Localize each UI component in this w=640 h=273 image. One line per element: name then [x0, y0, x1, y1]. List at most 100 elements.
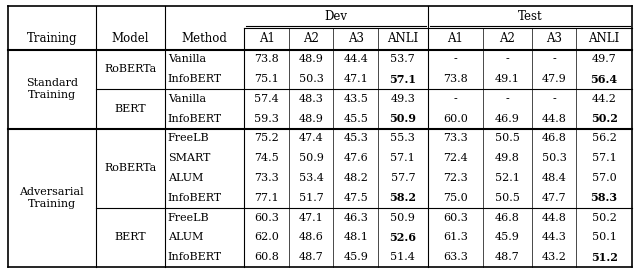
Text: Dev: Dev [324, 10, 348, 23]
Text: BERT: BERT [115, 232, 146, 242]
Text: 47.1: 47.1 [343, 74, 368, 84]
Text: InfoBERT: InfoBERT [168, 252, 222, 262]
Text: ANLI: ANLI [589, 32, 620, 45]
Text: 50.9: 50.9 [299, 153, 324, 163]
Text: 45.9: 45.9 [495, 232, 520, 242]
Text: 62.0: 62.0 [254, 232, 279, 242]
Text: 60.3: 60.3 [254, 213, 279, 222]
Text: 51.4: 51.4 [390, 252, 415, 262]
Text: RoBERTa: RoBERTa [104, 64, 156, 74]
Text: 75.0: 75.0 [443, 193, 468, 203]
Text: 44.4: 44.4 [343, 54, 368, 64]
Text: 47.4: 47.4 [299, 133, 323, 144]
Text: A1: A1 [447, 32, 463, 45]
Text: 47.9: 47.9 [541, 74, 566, 84]
Text: 46.9: 46.9 [495, 114, 520, 124]
Text: 60.8: 60.8 [254, 252, 279, 262]
Text: Vanilla: Vanilla [168, 94, 206, 104]
Text: 75.2: 75.2 [254, 133, 279, 144]
Text: 59.3: 59.3 [254, 114, 279, 124]
Text: A2: A2 [499, 32, 515, 45]
Text: 48.9: 48.9 [299, 114, 324, 124]
Text: 77.1: 77.1 [254, 193, 279, 203]
Text: Vanilla: Vanilla [168, 54, 206, 64]
Text: 43.5: 43.5 [343, 94, 368, 104]
Text: 52.1: 52.1 [495, 173, 520, 183]
Text: A3: A3 [348, 32, 364, 45]
Text: 50.2: 50.2 [592, 213, 616, 222]
Text: 57.0: 57.0 [592, 173, 616, 183]
Text: InfoBERT: InfoBERT [168, 74, 222, 84]
Text: -: - [453, 94, 457, 104]
Text: 57.1: 57.1 [389, 74, 417, 85]
Text: 74.5: 74.5 [254, 153, 279, 163]
Text: 48.7: 48.7 [495, 252, 520, 262]
Text: FreeLB: FreeLB [168, 213, 209, 222]
Text: InfoBERT: InfoBERT [168, 114, 222, 124]
Text: 50.3: 50.3 [299, 74, 324, 84]
Text: ANLI: ANLI [387, 32, 419, 45]
Text: 50.1: 50.1 [592, 232, 616, 242]
Text: 47.6: 47.6 [343, 153, 368, 163]
Text: Test: Test [518, 10, 542, 23]
Text: 49.3: 49.3 [390, 94, 415, 104]
Text: 45.3: 45.3 [343, 133, 368, 144]
Text: 45.5: 45.5 [343, 114, 368, 124]
Text: 48.6: 48.6 [299, 232, 324, 242]
Text: A1: A1 [259, 32, 275, 45]
Text: 57.1: 57.1 [592, 153, 616, 163]
Text: 48.1: 48.1 [343, 232, 368, 242]
Text: 75.1: 75.1 [254, 74, 279, 84]
Text: InfoBERT: InfoBERT [168, 193, 222, 203]
Text: Standard
Training: Standard Training [26, 78, 78, 100]
Text: 50.2: 50.2 [591, 113, 618, 124]
Text: 61.3: 61.3 [443, 232, 468, 242]
Text: 46.8: 46.8 [495, 213, 520, 222]
Text: 49.7: 49.7 [592, 54, 616, 64]
Text: FreeLB: FreeLB [168, 133, 209, 144]
Text: ALUM: ALUM [168, 173, 203, 183]
Text: 48.2: 48.2 [343, 173, 368, 183]
Text: 73.3: 73.3 [443, 133, 468, 144]
Text: 47.7: 47.7 [541, 193, 566, 203]
Text: Training: Training [27, 32, 77, 45]
Text: 73.8: 73.8 [443, 74, 468, 84]
Text: 51.7: 51.7 [299, 193, 323, 203]
Text: BERT: BERT [115, 104, 146, 114]
Text: 50.5: 50.5 [495, 133, 520, 144]
Text: 73.8: 73.8 [254, 54, 279, 64]
Text: 50.9: 50.9 [389, 113, 417, 124]
Text: 43.2: 43.2 [541, 252, 566, 262]
Text: 53.7: 53.7 [390, 54, 415, 64]
Text: 50.5: 50.5 [495, 193, 520, 203]
Text: 48.4: 48.4 [541, 173, 566, 183]
Text: 56.4: 56.4 [591, 74, 618, 85]
Text: 56.2: 56.2 [592, 133, 616, 144]
Text: 73.3: 73.3 [254, 173, 279, 183]
Text: 60.3: 60.3 [443, 213, 468, 222]
Text: Model: Model [111, 32, 149, 45]
Text: 50.9: 50.9 [390, 213, 415, 222]
Text: 45.9: 45.9 [343, 252, 368, 262]
Text: 72.4: 72.4 [443, 153, 468, 163]
Text: 46.3: 46.3 [343, 213, 368, 222]
Text: 47.5: 47.5 [343, 193, 368, 203]
Text: 49.1: 49.1 [495, 74, 520, 84]
Text: -: - [552, 94, 556, 104]
Text: 52.6: 52.6 [389, 232, 417, 243]
Text: 49.8: 49.8 [495, 153, 520, 163]
Text: 44.8: 44.8 [541, 114, 566, 124]
Text: -: - [552, 54, 556, 64]
Text: 44.3: 44.3 [541, 232, 566, 242]
Text: 58.2: 58.2 [389, 192, 417, 203]
Text: 47.1: 47.1 [299, 213, 323, 222]
Text: SMART: SMART [168, 153, 210, 163]
Text: 48.7: 48.7 [299, 252, 323, 262]
Text: 63.3: 63.3 [443, 252, 468, 262]
Text: RoBERTa: RoBERTa [104, 163, 156, 173]
Text: 72.3: 72.3 [443, 173, 468, 183]
Text: 50.3: 50.3 [541, 153, 566, 163]
Text: 57.7: 57.7 [390, 173, 415, 183]
Text: 57.4: 57.4 [254, 94, 279, 104]
Text: A2: A2 [303, 32, 319, 45]
